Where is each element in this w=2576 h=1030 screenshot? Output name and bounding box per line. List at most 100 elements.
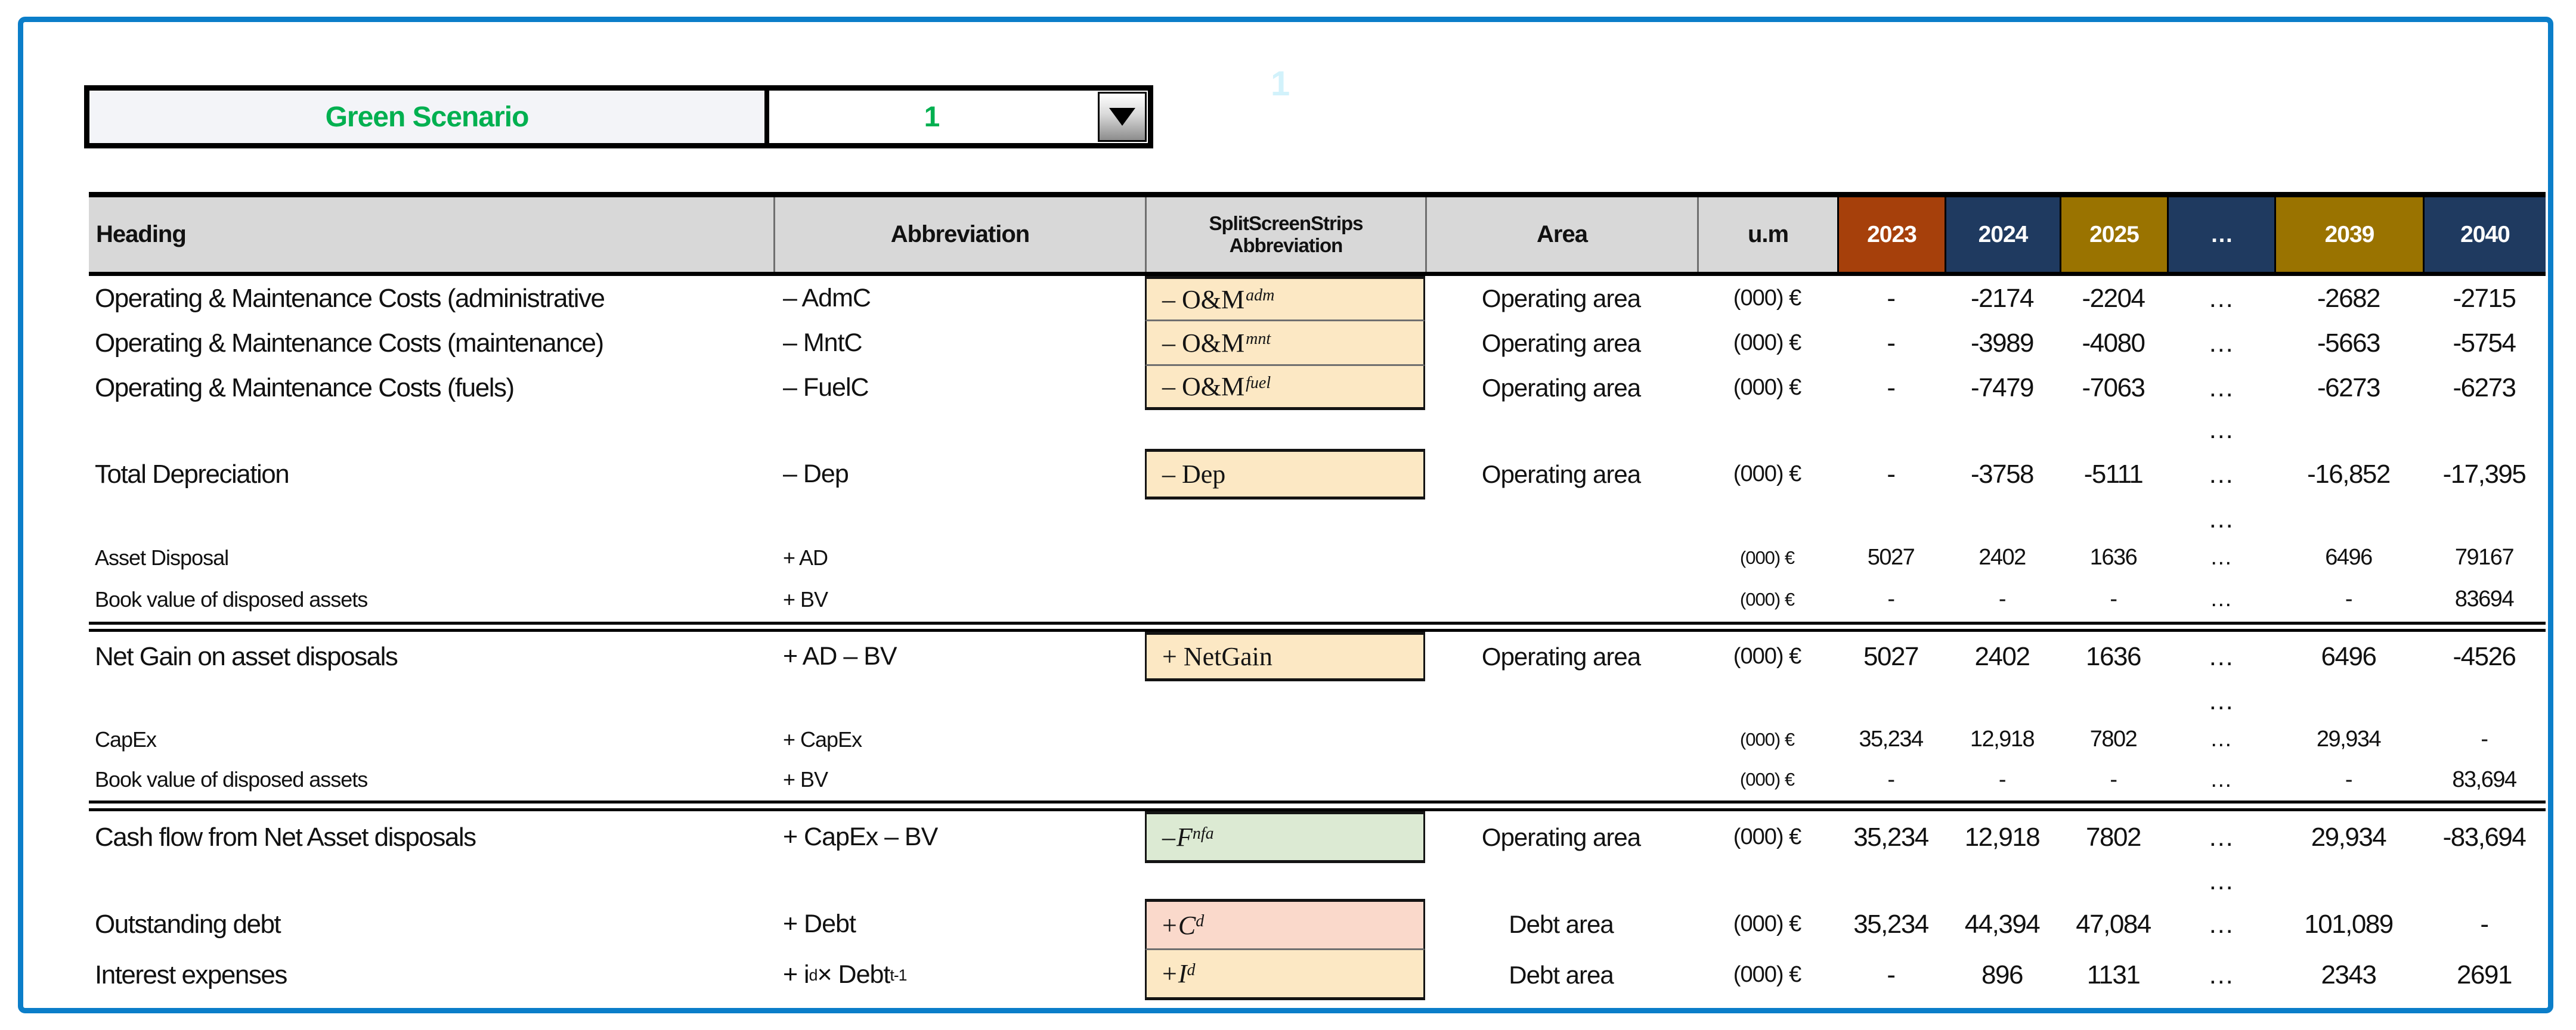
splitscreen-formula-cell: – O&M adm <box>1145 276 1425 321</box>
unit-cell: (000) € <box>1733 461 1801 486</box>
row-abbreviation: – FuelC <box>783 373 869 402</box>
scenario-label-cell: Green Scenario <box>89 91 769 143</box>
value-ellipsis: … <box>2207 373 2234 402</box>
formula-cell-wrap: – O&M adm <box>1145 276 1425 321</box>
row-abbreviation: + CapEx – BV <box>783 823 938 851</box>
value-2024: -2174 <box>1970 283 2035 313</box>
row-abbreviation: – MntC <box>783 328 863 357</box>
value-2024: 44,394 <box>1964 909 2041 939</box>
header-year-ellipsis: … <box>2167 197 2274 272</box>
splitscreen-formula-cell: – O&M mnt <box>1145 321 1425 365</box>
value-2024: 2402 <box>1979 545 2026 570</box>
value-2025: -5111 <box>2083 459 2144 489</box>
row-heading: Interest expenses <box>95 960 287 989</box>
table-row: Operating & Maintenance Costs (fuels) – … <box>89 365 2546 410</box>
area-cell: Operating area <box>1481 642 1641 671</box>
area-cell <box>1425 538 1697 577</box>
area-cell: Operating area <box>1481 328 1641 357</box>
value-ellipsis: … <box>2209 587 2233 612</box>
table-row: Operating & Maintenance Costs (administr… <box>89 276 2546 321</box>
value-2024: -3758 <box>1970 459 2035 489</box>
row-heading: Operating & Maintenance Costs (maintenan… <box>95 328 604 358</box>
spacer-row: … <box>89 500 2546 538</box>
spacer-row: … <box>89 681 2546 720</box>
value-2040: - <box>2481 727 2488 752</box>
formula-cell-wrap: – Dep <box>1145 449 1425 500</box>
value-2040: 83694 <box>2454 587 2515 612</box>
value-2024: 2402 <box>1974 641 2030 671</box>
area-cell: Debt area <box>1509 960 1614 989</box>
value-2024: 12,918 <box>1970 727 2035 752</box>
value-2039: 6496 <box>2321 641 2377 671</box>
value-2024: -3989 <box>1970 328 2035 358</box>
header-abbreviation: Abbreviation <box>773 197 1145 272</box>
row-heading: Total Depreciation <box>95 459 290 489</box>
row-heading: Asset Disposal <box>95 545 229 570</box>
value-2039: - <box>2345 587 2353 612</box>
value-2025: - <box>2110 767 2117 792</box>
value-2039: 101,089 <box>2304 909 2394 939</box>
row-heading: Book value of disposed assets <box>95 587 368 612</box>
double-rule <box>89 801 2546 811</box>
value-2040: -83,694 <box>2442 822 2527 852</box>
splitscreen-formula-cell: – O&M fuel <box>1145 365 1425 410</box>
header-year-2025: 2025 <box>2060 197 2167 272</box>
row-heading: CapEx <box>95 727 157 752</box>
unit-cell: (000) € <box>1733 644 1801 669</box>
header-splitscreenstrips: SplitScreenStrips Abbreviation <box>1145 197 1425 272</box>
value-2025: 1636 <box>2086 641 2141 671</box>
value-2024: -7479 <box>1970 373 2035 402</box>
header-heading: Heading <box>89 197 773 272</box>
unit-cell: (000) € <box>1739 547 1795 568</box>
financial-table: Heading Abbreviation SplitScreenStrips A… <box>89 192 2546 1000</box>
spacer-row: … <box>89 863 2546 899</box>
row-heading: Cash flow from Net Asset disposals <box>95 822 476 852</box>
value-2039: -16,852 <box>2307 459 2391 489</box>
splitscreen-formula-cell: – Dep <box>1145 449 1425 500</box>
header-year-2023: 2023 <box>1837 197 1945 272</box>
value-ellipsis: … <box>2209 767 2233 792</box>
value-2023: 35,234 <box>1853 822 1929 852</box>
unit-cell: (000) € <box>1739 728 1795 750</box>
table-row: Net Gain on asset disposals + AD – BV + … <box>89 632 2546 681</box>
row-abbreviation: + CapEx <box>783 727 862 752</box>
unit-cell: (000) € <box>1739 588 1795 610</box>
value-ellipsis: … <box>2207 822 2234 852</box>
scenario-value-cell[interactable]: 1 <box>769 91 1148 143</box>
value-ellipsis: … <box>2209 727 2233 752</box>
value-ellipsis: … <box>2207 414 2234 444</box>
value-2040: -5754 <box>2453 328 2516 358</box>
value-2025: 1636 <box>2089 545 2138 570</box>
value-2023: - <box>1887 767 1895 792</box>
header-year-2024: 2024 <box>1945 197 2060 272</box>
value-2025: 1131 <box>2086 960 2141 989</box>
value-2024: - <box>1998 587 2007 612</box>
value-2024: - <box>1998 767 2007 792</box>
value-ellipsis: … <box>2207 866 2234 895</box>
value-2025: -7063 <box>2082 373 2145 402</box>
spacer-row: … <box>89 410 2546 449</box>
header-um: u.m <box>1697 197 1837 272</box>
value-2025: -2204 <box>2082 283 2145 313</box>
value-ellipsis: … <box>2207 641 2234 671</box>
value-2023: 5027 <box>1863 641 1919 671</box>
value-2040: 2691 <box>2457 960 2512 989</box>
value-ellipsis: … <box>2207 685 2234 715</box>
value-2023: - <box>1887 587 1895 612</box>
value-2039: 29,934 <box>2316 727 2382 752</box>
value-2023: - <box>1887 373 1896 402</box>
dropdown-button[interactable] <box>1098 92 1147 142</box>
value-2040: -17,395 <box>2442 459 2527 489</box>
value-2023: 35,234 <box>1853 909 1929 939</box>
value-ellipsis: … <box>2207 909 2234 939</box>
area-cell: Operating area <box>1481 373 1641 402</box>
value-2023: 35,234 <box>1859 727 1924 752</box>
value-2040: -4526 <box>2453 641 2516 671</box>
value-2039: -2682 <box>2317 283 2381 313</box>
row-heading: Outstanding debt <box>95 909 281 939</box>
